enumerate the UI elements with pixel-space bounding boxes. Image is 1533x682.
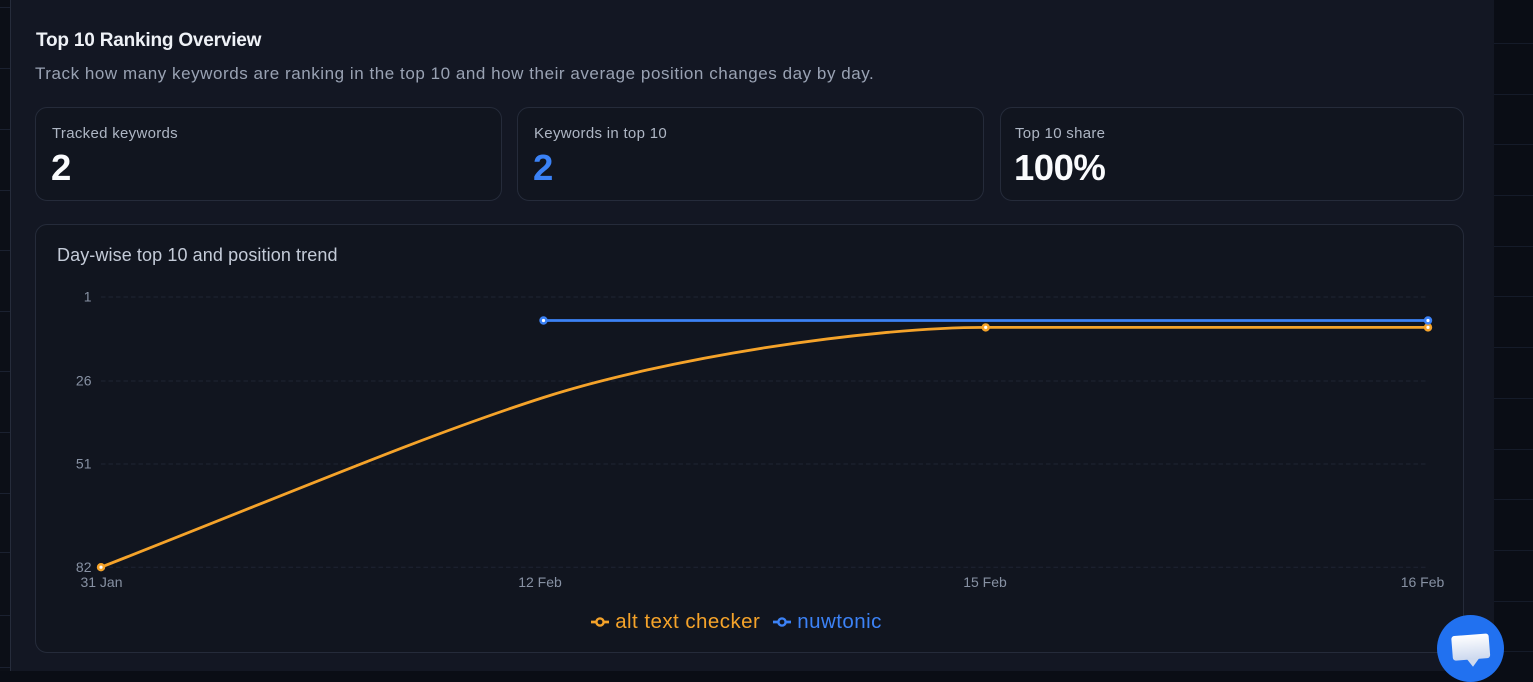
svg-text:12 Feb: 12 Feb xyxy=(518,574,562,590)
svg-text:31 Jan: 31 Jan xyxy=(80,574,122,590)
svg-text:26: 26 xyxy=(76,373,92,389)
svg-text:51: 51 xyxy=(76,456,92,472)
svg-text:1: 1 xyxy=(84,289,92,305)
svg-text:16 Feb: 16 Feb xyxy=(1401,574,1445,590)
svg-text:82: 82 xyxy=(76,559,92,575)
svg-text:15 Feb: 15 Feb xyxy=(963,574,1007,590)
